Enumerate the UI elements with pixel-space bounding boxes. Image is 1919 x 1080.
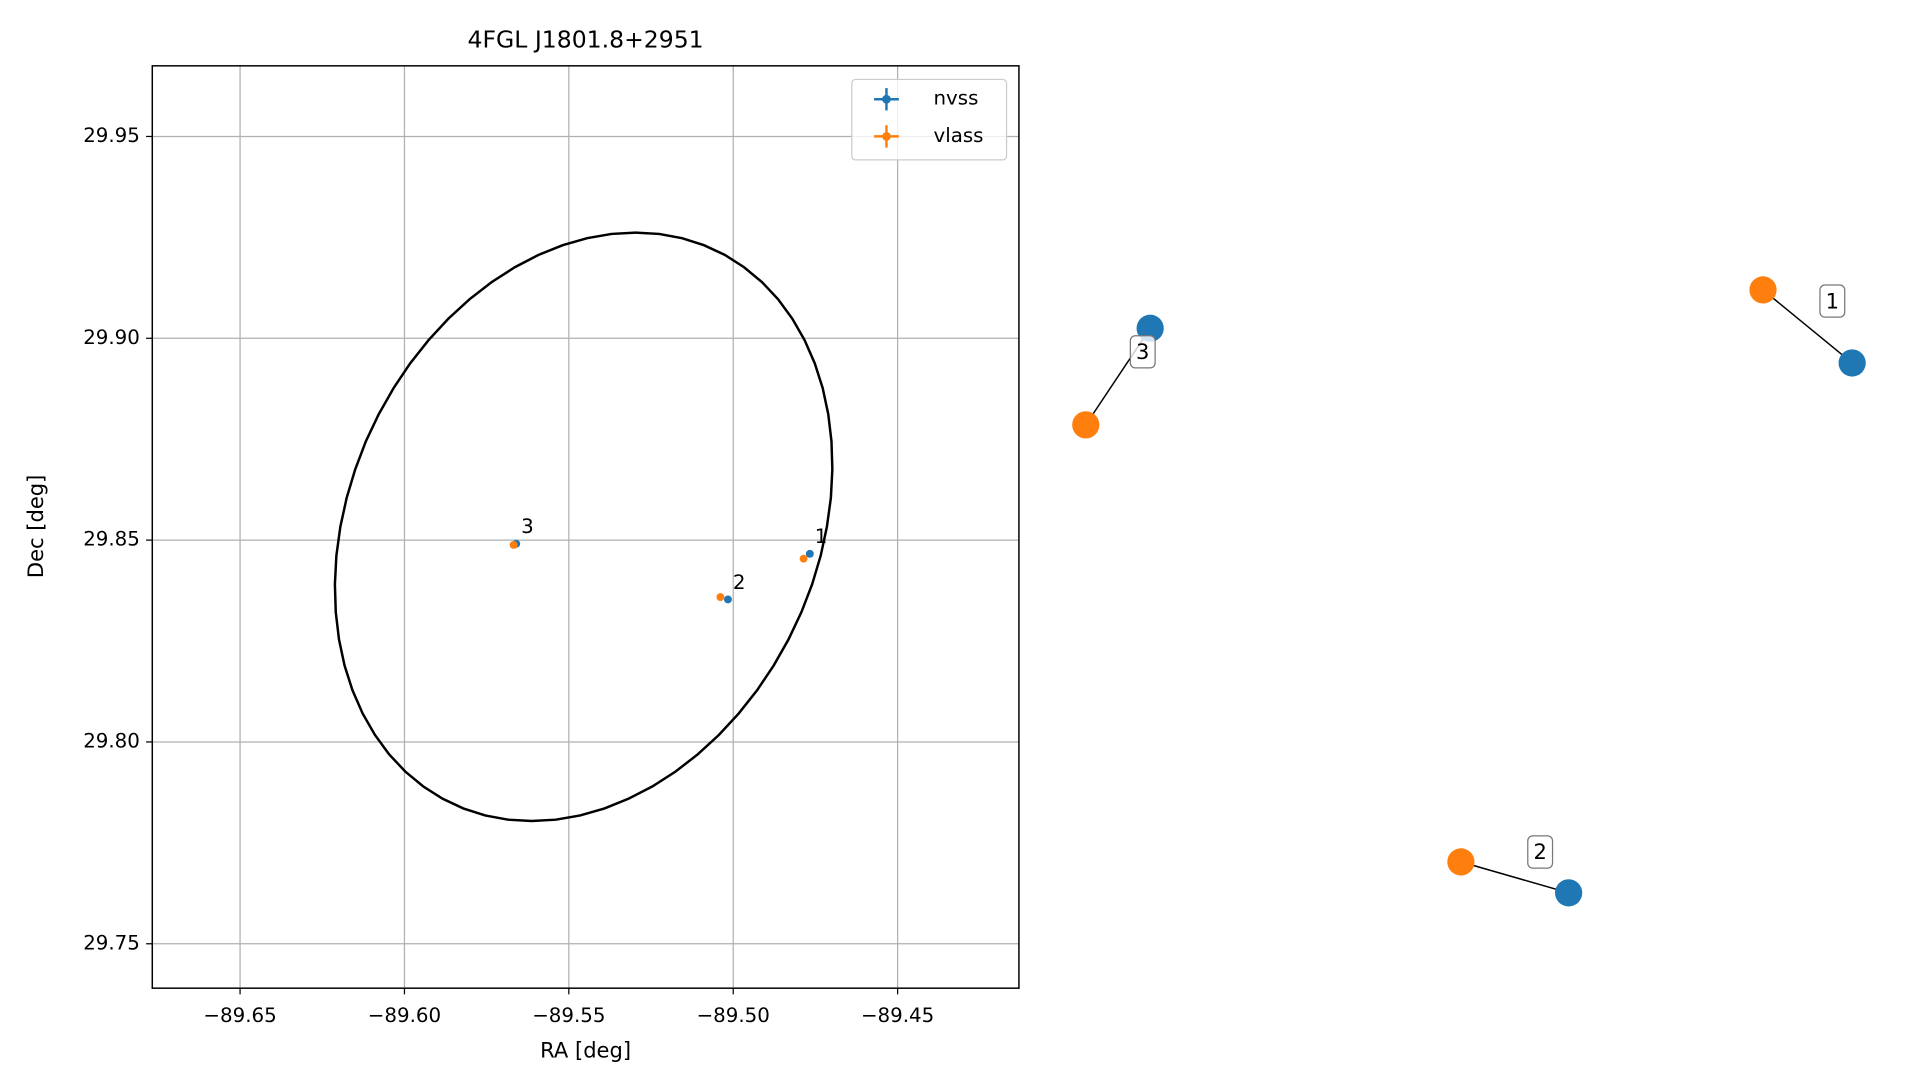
y-axis-label: Dec [deg] bbox=[23, 475, 48, 578]
node-label: 2 bbox=[1533, 839, 1546, 864]
node-label: 3 bbox=[1136, 339, 1149, 364]
x-axis-label: RA [deg] bbox=[540, 1037, 631, 1062]
x-tick-label: −89.60 bbox=[368, 1004, 441, 1027]
data-point bbox=[805, 549, 814, 558]
node bbox=[1749, 276, 1777, 304]
legend-marker bbox=[882, 94, 891, 104]
legend-marker bbox=[882, 132, 891, 141]
data-point bbox=[799, 554, 808, 563]
plot-frame bbox=[151, 65, 1020, 989]
x-tick-label: −89.55 bbox=[532, 1004, 605, 1027]
annotation: 1 bbox=[815, 525, 828, 548]
x-tick-label: −89.65 bbox=[203, 1004, 276, 1027]
annotation: 2 bbox=[733, 571, 746, 594]
x-tick-label: −89.45 bbox=[861, 1004, 934, 1027]
y-tick-label: 29.85 bbox=[83, 528, 140, 551]
y-tick-label: 29.95 bbox=[83, 124, 140, 147]
node bbox=[1072, 411, 1100, 439]
data-point bbox=[724, 595, 732, 604]
y-tick-label: 29.90 bbox=[83, 326, 140, 349]
legend-label: nvss bbox=[934, 87, 979, 110]
node bbox=[1838, 349, 1866, 377]
x-tick-label: −89.50 bbox=[697, 1004, 770, 1027]
edge bbox=[1460, 861, 1569, 894]
legend-label: vlass bbox=[934, 124, 984, 147]
label-box bbox=[1527, 835, 1554, 869]
label-box bbox=[1129, 335, 1156, 369]
node bbox=[1447, 848, 1475, 876]
error-ellipse bbox=[333, 231, 834, 823]
edge bbox=[1762, 289, 1853, 364]
label-box bbox=[1819, 284, 1846, 318]
y-tick-label: 29.75 bbox=[83, 931, 140, 954]
node bbox=[1555, 879, 1583, 907]
y-tick-label: 29.80 bbox=[83, 729, 140, 752]
annotation: 3 bbox=[521, 515, 534, 538]
data-point bbox=[509, 541, 518, 549]
chart-title: 4FGL J1801.8+2951 bbox=[468, 26, 704, 54]
legend: nvss vlass bbox=[851, 78, 1008, 161]
legend-frame bbox=[851, 78, 1008, 161]
node-label: 1 bbox=[1826, 288, 1839, 313]
data-point bbox=[716, 593, 725, 601]
